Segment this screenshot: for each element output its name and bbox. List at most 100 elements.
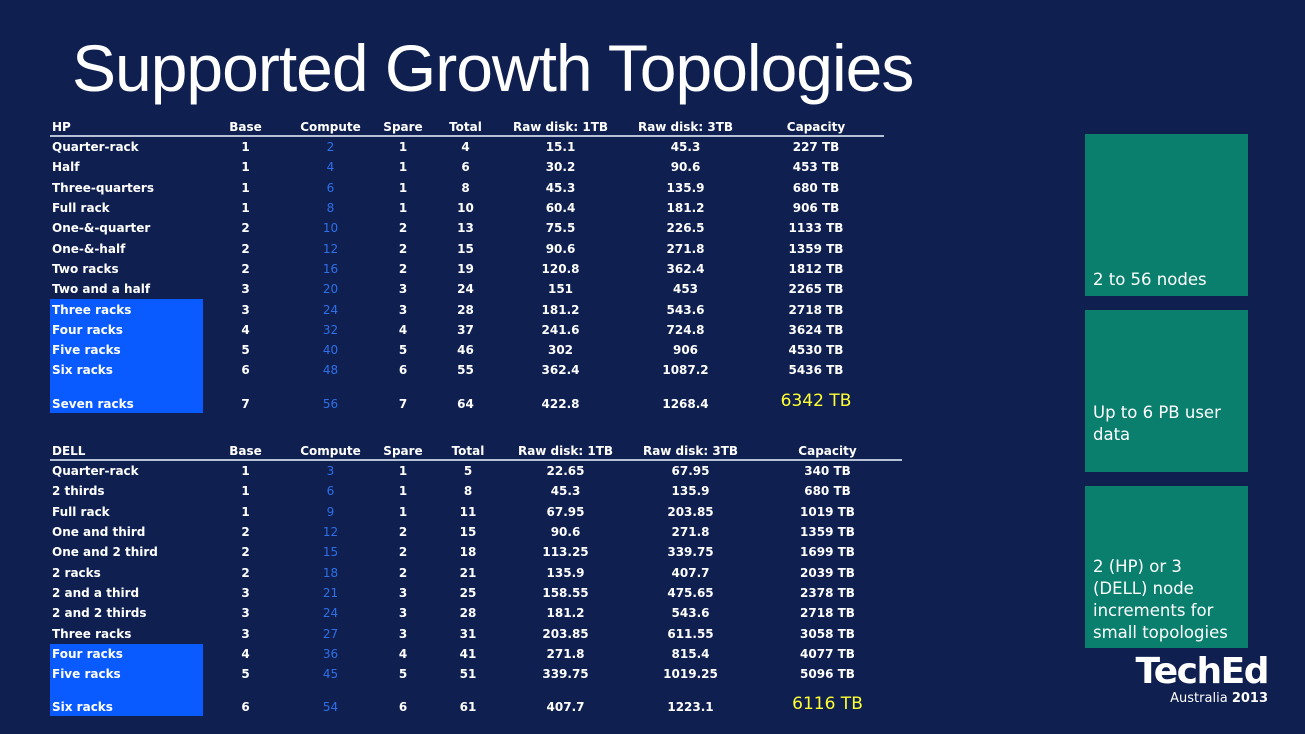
table-cell: 60.4	[545, 201, 576, 216]
table-cell: 271.8	[666, 241, 705, 256]
table-row: Three-quarters 1 6 1 8 45.3 135.9 680 TB	[50, 178, 884, 198]
column-header: Raw disk: 1TB	[498, 118, 623, 137]
table-cell: 113.25	[542, 545, 589, 560]
table-cell: 181.2	[666, 201, 705, 216]
table-cell: 271.8	[546, 646, 585, 661]
topology-name-cell: Five racks	[50, 663, 203, 685]
table-cell: 1	[241, 140, 250, 155]
table-cell: 2	[398, 545, 408, 560]
table-cell: 61	[459, 700, 477, 715]
table-cell: 5	[398, 667, 408, 682]
capacity-cell: 453 TB	[792, 160, 840, 175]
table-cell: 3	[398, 282, 408, 297]
compute-cell: 56	[322, 396, 339, 411]
column-header: Raw disk: 1TB	[503, 442, 628, 461]
increments-tile: 2 (HP) or 3 (DELL) node increments for s…	[1085, 486, 1248, 648]
table-cell: 2	[241, 241, 250, 256]
table-cell: 18	[459, 545, 477, 560]
table-row: Four racks 4 36 4 41 271.8 815.4 4077 TB	[50, 643, 902, 664]
table-cell: 1223.1	[667, 700, 714, 715]
compute-cell: 10	[322, 221, 339, 236]
compute-cell: 8	[326, 201, 335, 216]
table-cell: 3	[241, 606, 250, 621]
table-cell: 75.5	[545, 221, 576, 236]
table-row: Two and a half 3 20 3 24 151 453 2265 TB	[50, 279, 884, 299]
table-cell: 302	[547, 343, 574, 358]
table-cell: 64	[457, 396, 474, 411]
table-cell: 3	[398, 626, 408, 641]
table-cell: 55	[457, 363, 474, 378]
table-cell: 4	[398, 646, 408, 661]
table-cell: 611.55	[667, 626, 714, 641]
nodes-tile-text: 2 to 56 nodes	[1093, 270, 1207, 289]
table-cell: 1	[398, 160, 408, 175]
table-cell: 475.65	[667, 585, 714, 600]
table-cell: 15.1	[545, 140, 576, 155]
column-header: DELL	[50, 442, 203, 461]
table-cell: 271.8	[671, 525, 710, 540]
table-row: 2 and a third 3 21 3 25 158.55 475.65 2378 TB	[50, 583, 902, 603]
capacity-cell: 227 TB	[792, 140, 840, 155]
table-cell: 1	[241, 484, 250, 499]
increments-tile-text: 2 (HP) or 3 (DELL) node increments for s…	[1093, 557, 1228, 642]
table-cell: 181.2	[546, 606, 585, 621]
topology-name-cell: Six racks	[50, 360, 203, 381]
capacity-cell: 3058 TB	[800, 626, 855, 641]
capacity-cell: 1133 TB	[788, 221, 844, 236]
compute-cell: 27	[322, 626, 339, 641]
compute-cell: 32	[322, 322, 339, 337]
teched-logo: TechEd Australia 2013	[1130, 652, 1270, 712]
table-row: Quarter-rack 1 3 1 5 22.65 67.95 340 TB	[50, 460, 902, 481]
table-header-row: HP Base Compute Spare Total Raw disk: 1TB Raw …	[50, 118, 884, 137]
table-cell: 7	[398, 396, 408, 411]
table-row: Two racks 2 16 2 19 120.8 362.4 1812 TB	[50, 259, 884, 279]
capacity-cell: 2039 TB	[800, 565, 855, 580]
table-cell: 90.6	[545, 241, 576, 256]
topology-name-cell: Four racks	[50, 643, 203, 664]
table-cell: 3	[241, 585, 250, 600]
compute-cell: 6	[326, 484, 335, 499]
compute-cell: 20	[322, 282, 339, 297]
topology-name-cell: Full rack	[52, 201, 110, 216]
topology-name-cell: 2 and a third	[52, 585, 140, 600]
compute-cell: 24	[322, 606, 339, 621]
topology-name-cell: Seven racks	[50, 380, 203, 413]
table-cell: 3	[241, 282, 250, 297]
table-cell: 45.3	[550, 484, 581, 499]
table-cell: 906	[672, 343, 699, 358]
slide-title: Supported Growth Topologies	[72, 31, 914, 105]
table-cell: 2	[398, 565, 408, 580]
capacity-cell: 1019 TB	[800, 504, 855, 519]
table-cell: 51	[459, 667, 477, 682]
compute-cell: 45	[322, 667, 339, 682]
table-row: Seven racks 7 56 7 64 422.8 1268.4 6342 TB	[50, 380, 884, 413]
capacity-cell: 2718 TB	[788, 302, 844, 317]
table-cell: 203.85	[667, 504, 714, 519]
capacity-cell: 4077 TB	[800, 646, 855, 661]
table-cell: 21	[459, 565, 477, 580]
table-cell: 362.4	[666, 261, 705, 276]
table-cell: 1	[241, 180, 250, 195]
table-row: One-&-half 2 12 2 15 90.6 271.8 1359 TB	[50, 238, 884, 258]
table-row: Five racks 5 45 5 51 339.75 1019.25 5096 TB	[50, 663, 902, 685]
table-cell: 1	[398, 504, 408, 519]
compute-cell: 54	[322, 700, 339, 715]
column-header: Compute	[288, 118, 373, 137]
topology-name-cell: Five racks	[50, 339, 203, 361]
capacity-cell: 680 TB	[804, 484, 851, 499]
table-cell: 151	[547, 282, 574, 297]
topology-name-cell: One and 2 third	[52, 545, 158, 560]
table-cell: 1	[398, 464, 408, 479]
table-cell: 1	[398, 201, 408, 216]
compute-cell: 40	[322, 343, 339, 358]
topology-name-cell: Three racks	[50, 299, 203, 320]
table-cell: 135.9	[546, 565, 585, 580]
table-cell: 28	[459, 606, 477, 621]
table-cell: 4	[241, 322, 250, 337]
logo-subtitle: Australia 2013	[1170, 691, 1268, 706]
table-row: Full rack 1 9 1 11 67.95 203.85 1019 TB	[50, 502, 902, 522]
topology-name-cell: 2 and 2 thirds	[52, 606, 147, 621]
table-cell: 1	[398, 140, 408, 155]
hp-topology-table: HP Base Compute Spare Total Raw disk: 1TB Raw …	[50, 118, 884, 413]
table-cell: 543.6	[666, 302, 705, 317]
